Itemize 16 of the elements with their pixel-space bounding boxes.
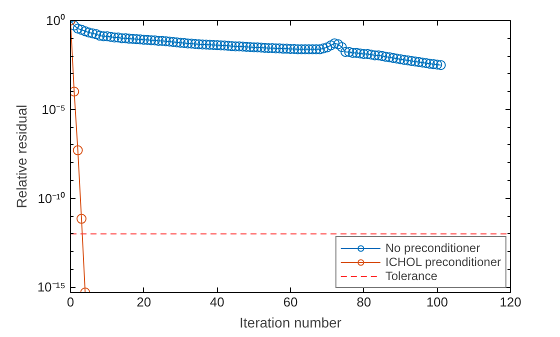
y-axis-title: Relative residual bbox=[13, 104, 30, 208]
x-tick-label: 100 bbox=[426, 294, 448, 310]
y-tick-label: 10⁻¹⁵ bbox=[37, 280, 66, 295]
x-tick-label: 0 bbox=[66, 294, 74, 310]
x-tick-label: 20 bbox=[136, 294, 152, 310]
x-tick-label: 60 bbox=[283, 294, 298, 310]
legend-label: ICHOL preconditioner bbox=[385, 255, 501, 269]
legend-label: No preconditioner bbox=[385, 241, 480, 255]
y-tick-label: 10⁻¹⁰ bbox=[38, 190, 66, 206]
x-axis-title: Iteration number bbox=[240, 314, 342, 330]
x-tick-label: 80 bbox=[356, 294, 372, 310]
legend-label: Tolerance bbox=[385, 269, 438, 283]
y-tick-label: 10⁻⁵ bbox=[42, 102, 66, 117]
y-tick-label: 10⁰ bbox=[46, 13, 66, 28]
x-tick-label: 40 bbox=[210, 294, 224, 310]
x-tick-label: 120 bbox=[500, 294, 522, 310]
